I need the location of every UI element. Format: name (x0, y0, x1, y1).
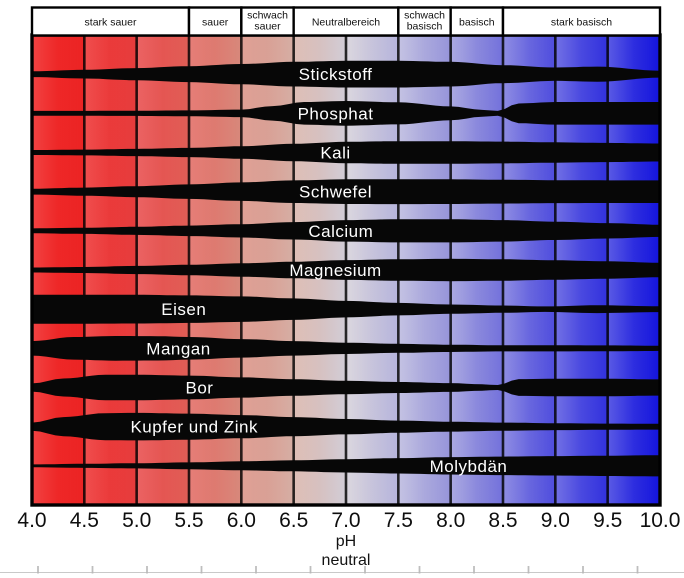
band-mangan (32, 336, 660, 361)
x-axis-ticks: 4.0 4.5 5.0 5.5 6.0 6.5 7.0 7.5 8.0 8.5 9.0 9.5 10.0 (17, 509, 680, 532)
band-schwefel (32, 179, 660, 205)
zone-label-schwach-basisch: schwach basisch (404, 10, 445, 33)
x-axis-title-neutral: neutral (321, 551, 371, 569)
x-tick-9.0: 9.0 (541, 509, 570, 532)
x-tick-8.0: 8.0 (436, 509, 465, 532)
x-tick-4.5: 4.5 (70, 509, 99, 532)
band-kupfer-und-zink (32, 412, 660, 441)
x-axis-title-ph: pH (335, 533, 357, 550)
band-molybd-n (32, 455, 660, 477)
band-label-mangan: Mangan (146, 339, 210, 358)
zone-label-neutralbereich: Neutralbereich (312, 17, 380, 29)
zone-label-schwach-sauer: schwach sauer (247, 10, 288, 33)
zone-box-neutralbereich (292, 6, 400, 37)
band-label-kupfer-und-zink: Kupfer und Zink (130, 418, 258, 437)
zone-box-stark-sauer (30, 6, 191, 37)
band-label-kali: Kali (320, 144, 350, 163)
zone-label-stark-basisch: stark basisch (551, 17, 612, 29)
x-axis-title: pH neutral (322, 533, 371, 571)
x-tick-9.5: 9.5 (593, 509, 622, 532)
nutrient-bands: Stickstoff Phosphat Kali Schwefel Calcium Mag… (32, 60, 660, 477)
band-calcium (32, 219, 660, 243)
x-tick-10.0: 10.0 (640, 509, 681, 532)
x-tick-8.5: 8.5 (488, 509, 517, 532)
zone-label-stark-sauer: stark sauer (85, 17, 137, 29)
band-label-calcium: Calcium (308, 222, 373, 241)
band-label-stickstoff: Stickstoff (299, 65, 373, 84)
zone-box-basisch (449, 6, 505, 37)
band-label-bor: Bor (186, 379, 214, 398)
x-tick-7.0: 7.0 (331, 509, 360, 532)
band-magnesium (32, 258, 660, 282)
band-stickstoff (32, 60, 660, 88)
x-tick-7.5: 7.5 (384, 509, 413, 532)
zone-box-stark-basisch (501, 6, 662, 37)
band-label-phosphat: Phosphat (298, 104, 374, 123)
x-tick-5.5: 5.5 (174, 509, 203, 532)
band-phosphat (32, 101, 660, 126)
bottom-ruler-marks (0, 566, 684, 574)
x-tick-6.5: 6.5 (279, 509, 308, 532)
zone-box-schwach-basisch (397, 6, 452, 37)
x-tick-4.0: 4.0 (17, 509, 46, 532)
band-label-eisen: Eisen (161, 300, 206, 319)
band-kali (32, 141, 660, 164)
band-label-molybd-n: Molybdän (430, 457, 508, 476)
band-label-magnesium: Magnesium (289, 261, 381, 280)
x-tick-6.0: 6.0 (227, 509, 256, 532)
zone-box-sauer (187, 6, 243, 37)
x-tick-5.0: 5.0 (122, 509, 151, 532)
band-bor (32, 374, 660, 401)
ph-zone-header: stark sauer sauer schwach sauer Neutralberei… (30, 6, 662, 37)
band-eisen (32, 294, 660, 324)
zone-label-sauer: sauer (202, 17, 229, 29)
zone-label-basisch: basisch (459, 17, 495, 29)
band-label-schwefel: Schwefel (299, 183, 372, 202)
